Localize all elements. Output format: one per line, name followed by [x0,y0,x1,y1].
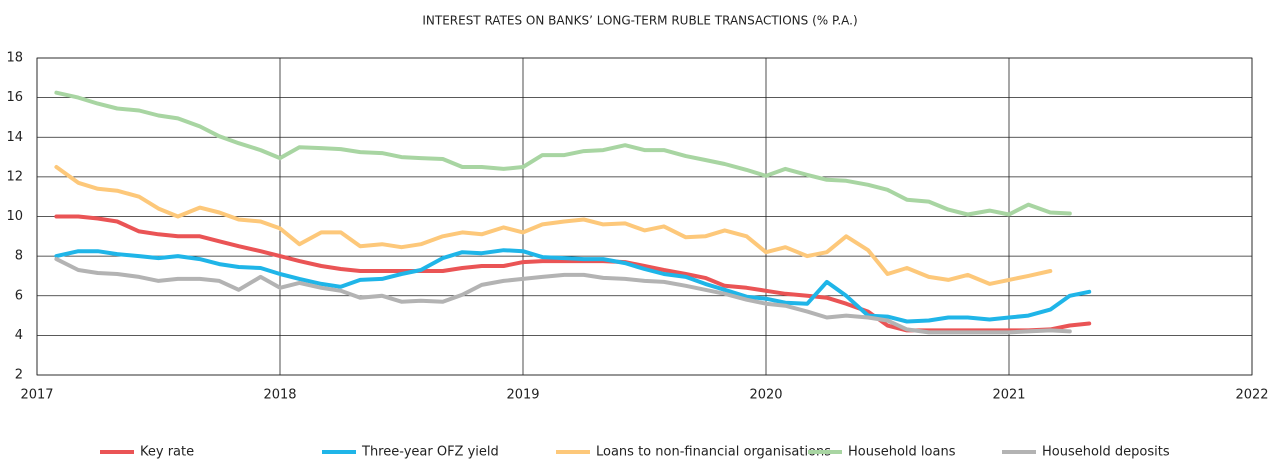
series-line [54,248,1092,324]
legend-label: Three-year OFZ yield [361,445,499,460]
legend-label: Key rate [140,445,194,460]
x-tick-label: 2019 [506,388,539,403]
chart-title: INTEREST RATES ON BANKS’ LONG-TERM RUBLE… [422,14,857,28]
y-tick-label: 12 [6,169,23,184]
y-tick-label: 4 [15,328,23,343]
y-tick-label: 8 [15,249,23,264]
x-tick-label: 2017 [20,388,53,403]
y-tick-label: 18 [6,51,23,66]
y-tick-label: 10 [6,209,23,224]
series-line [54,257,1072,335]
x-tick-label: 2022 [1235,388,1268,403]
y-tick-label: 2 [15,368,23,383]
legend-label: Loans to non-financial organisations [596,445,831,460]
series-line [54,90,1072,217]
x-tick-label: 2021 [992,388,1025,403]
y-tick-label: 6 [15,288,23,303]
legend-label: Household loans [848,445,956,460]
y-tick-label: 14 [6,130,23,145]
legend-label: Household deposits [1042,445,1170,460]
x-tick-label: 2018 [263,388,296,403]
series-line [54,165,1053,286]
y-tick-label: 16 [6,90,23,105]
x-tick-label: 2020 [749,388,782,403]
